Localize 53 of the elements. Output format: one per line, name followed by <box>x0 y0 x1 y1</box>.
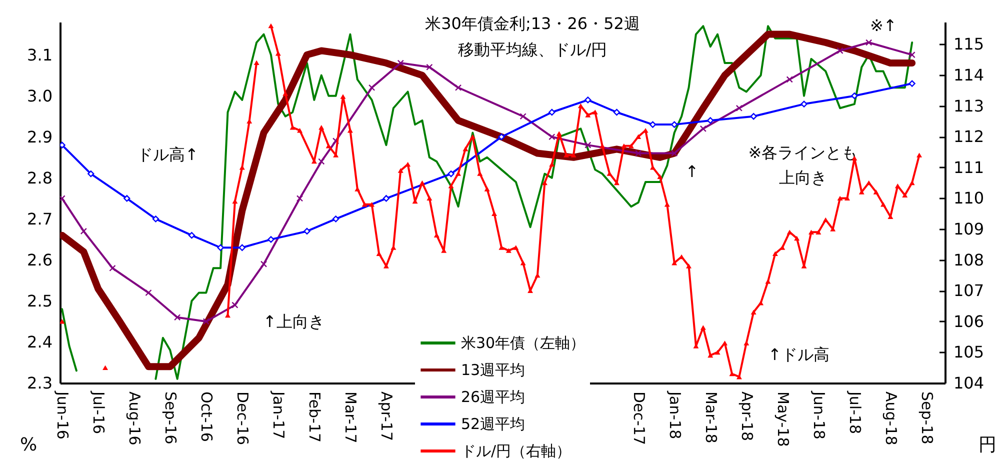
x-tick-label: Mar-18 <box>702 392 720 444</box>
y2-tick-label: 110 <box>954 188 984 208</box>
x-tick-label: Jul-16 <box>90 390 108 434</box>
y-tick-label: 2.6 <box>27 250 52 270</box>
x-tick-label: Dec-16 <box>234 392 252 446</box>
y-tick-label: 2.7 <box>27 209 52 228</box>
x-tick-label: Jan-17 <box>270 390 288 440</box>
y2-tick-label: 115 <box>954 34 984 54</box>
x-tick-label: Jun-16 <box>54 390 72 440</box>
y2-tick-label: 104 <box>954 374 984 392</box>
annotation: ↑ドル高 <box>768 345 830 364</box>
y-tick-label: 2.5 <box>27 291 52 310</box>
x-tick-label: Feb-17 <box>306 392 324 443</box>
x-tick-label: Apr-18 <box>738 392 756 441</box>
y-tick-label: 3.0 <box>27 86 52 106</box>
x-tick-label: Jun-18 <box>810 390 828 440</box>
y2-tick-label: 113 <box>954 96 984 116</box>
legend-label: 米30年債（左軸） <box>461 334 586 352</box>
y-axis-title: % <box>20 434 38 456</box>
y2-tick-label: 109 <box>954 219 984 238</box>
legend-label: 52週平均 <box>461 415 526 433</box>
y-tick-label: 3.1 <box>27 45 52 64</box>
x-tick-label: Mar-17 <box>342 392 360 444</box>
chart-title: 米30年債金利;13・26・52週移動平均線、ドル/円 <box>425 14 640 59</box>
x-tick-label: Jan-18 <box>666 390 684 440</box>
y-tick-label: 2.4 <box>27 332 52 352</box>
x-tick-label: Apr-17 <box>378 392 396 441</box>
y-tick-label: 2.3 <box>27 374 52 392</box>
y2-tick-label: 108 <box>954 250 984 270</box>
x-tick-label: Oct-16 <box>198 392 216 442</box>
y2-tick-label: 111 <box>954 158 984 177</box>
y2-tick-label: 112 <box>954 127 984 146</box>
legend-label: 13週平均 <box>461 361 526 379</box>
y-tick-label: 2.8 <box>27 168 52 188</box>
x-tick-label: Sep-18 <box>918 392 936 444</box>
x-tick-label: Jul-18 <box>846 390 864 434</box>
y2-tick-label: 106 <box>954 312 984 331</box>
legend-label: ドル/円（右軸） <box>461 442 572 460</box>
y2-tick-label: 114 <box>954 65 984 84</box>
y2-tick-label: 105 <box>954 342 984 362</box>
annotation: ↑上向き <box>263 312 324 331</box>
annotation: ↑ <box>685 162 699 181</box>
x-tick-label: Aug-18 <box>882 392 900 446</box>
y2-tick-label: 107 <box>954 281 984 300</box>
y2-axis-title: 円 <box>978 434 996 456</box>
x-tick-label: Dec-17 <box>630 392 648 446</box>
x-tick-label: Sep-16 <box>162 392 180 444</box>
annotation: ドル高↑ <box>137 145 198 164</box>
x-tick-label: May-18 <box>774 392 792 447</box>
annotation: ※↑ <box>870 16 897 35</box>
legend-label: 26週平均 <box>461 388 526 406</box>
y-tick-label: 2.9 <box>27 127 52 146</box>
x-tick-label: Aug-16 <box>126 392 144 446</box>
